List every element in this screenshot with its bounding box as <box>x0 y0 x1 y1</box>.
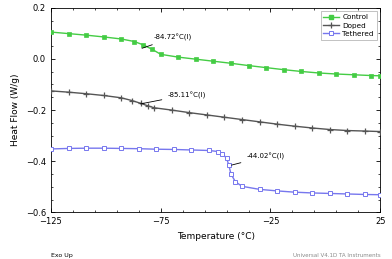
Text: Universal V4.1D TA Instruments: Universal V4.1D TA Instruments <box>292 253 380 258</box>
Text: -44.02°C(I): -44.02°C(I) <box>231 153 285 165</box>
Legend: Control, Doped, Tethered: Control, Doped, Tethered <box>321 11 377 40</box>
Y-axis label: Heat Flow (W/g): Heat Flow (W/g) <box>11 74 20 146</box>
Text: -85.11°C(I): -85.11°C(I) <box>140 91 206 104</box>
X-axis label: Temperature (°C): Temperature (°C) <box>177 232 254 241</box>
Text: Exo Up: Exo Up <box>51 253 73 258</box>
Text: -84.72°C(I): -84.72°C(I) <box>142 34 192 48</box>
